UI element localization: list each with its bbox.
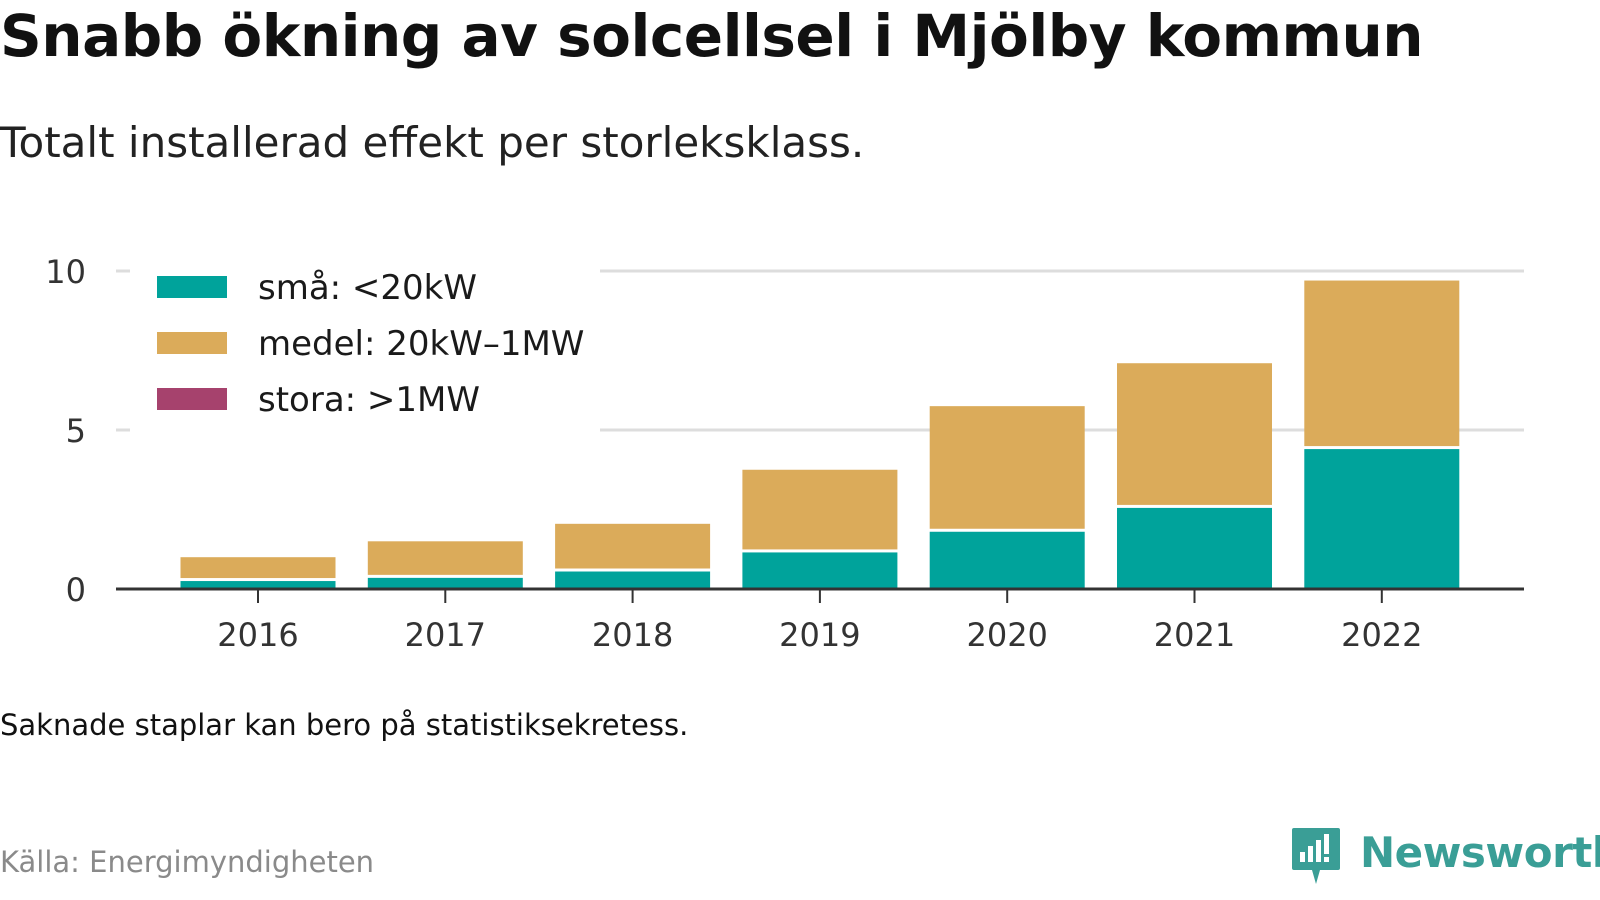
y-tick-label: 10 xyxy=(45,253,86,291)
bar-segment-2021-2 xyxy=(1117,363,1272,505)
legend-swatch xyxy=(157,332,227,354)
legend-label: stora: >1MW xyxy=(258,380,480,420)
bar-segment-2017-2 xyxy=(367,541,523,575)
legend-label: medel: 20kW–1MW xyxy=(258,324,584,364)
x-tick-label: 2016 xyxy=(217,616,298,654)
legend-swatch xyxy=(157,276,227,298)
legend-label: små: <20kW xyxy=(258,268,477,308)
axes: 0 5 10 2016 2017 2018 2019 2020 2021 2022 xyxy=(45,253,1524,654)
x-tick-label: 2017 xyxy=(405,616,486,654)
footnote: Saknade staplar kan bero på statistiksek… xyxy=(0,708,689,742)
bar-segment-2021-1 xyxy=(1117,507,1272,589)
bars xyxy=(180,280,1460,589)
bar-segment-2020-2 xyxy=(929,406,1085,529)
source-credit: Källa: Energimyndigheten xyxy=(0,845,375,879)
bar-segment-2022-2 xyxy=(1304,280,1460,447)
newsworthy-logo-icon xyxy=(1292,828,1340,884)
y-tick-label: 5 xyxy=(66,412,86,450)
x-tick-label: 2021 xyxy=(1154,616,1235,654)
bar-segment-2019-1 xyxy=(742,552,898,589)
chart-subtitle: Totalt installerad effekt per storlekskl… xyxy=(0,118,865,167)
chart-title: Snabb ökning av solcellsel i Mjölby komm… xyxy=(0,2,1424,70)
brand: Newsworthy xyxy=(1290,826,1600,896)
bar-segment-2016-2 xyxy=(180,557,336,579)
bar-segment-2019-2 xyxy=(742,469,898,550)
bar-segment-2017-1 xyxy=(367,577,523,589)
bar-segment-2020-1 xyxy=(929,531,1085,589)
legend: små: <20kW medel: 20kW–1MW stora: >1MW xyxy=(130,262,600,432)
x-tick-label: 2020 xyxy=(966,616,1047,654)
bar-segment-2016-1 xyxy=(180,581,336,589)
brand-name: Newsworthy xyxy=(1360,828,1600,877)
legend-swatch xyxy=(157,388,227,410)
bar-segment-2018-1 xyxy=(555,571,711,589)
x-tick-label: 2019 xyxy=(779,616,860,654)
x-tick-label: 2018 xyxy=(592,616,673,654)
bar-segment-2022-1 xyxy=(1304,449,1460,589)
bar-segment-2018-2 xyxy=(555,523,711,569)
y-tick-label: 0 xyxy=(66,571,86,609)
x-tick-label: 2022 xyxy=(1341,616,1422,654)
